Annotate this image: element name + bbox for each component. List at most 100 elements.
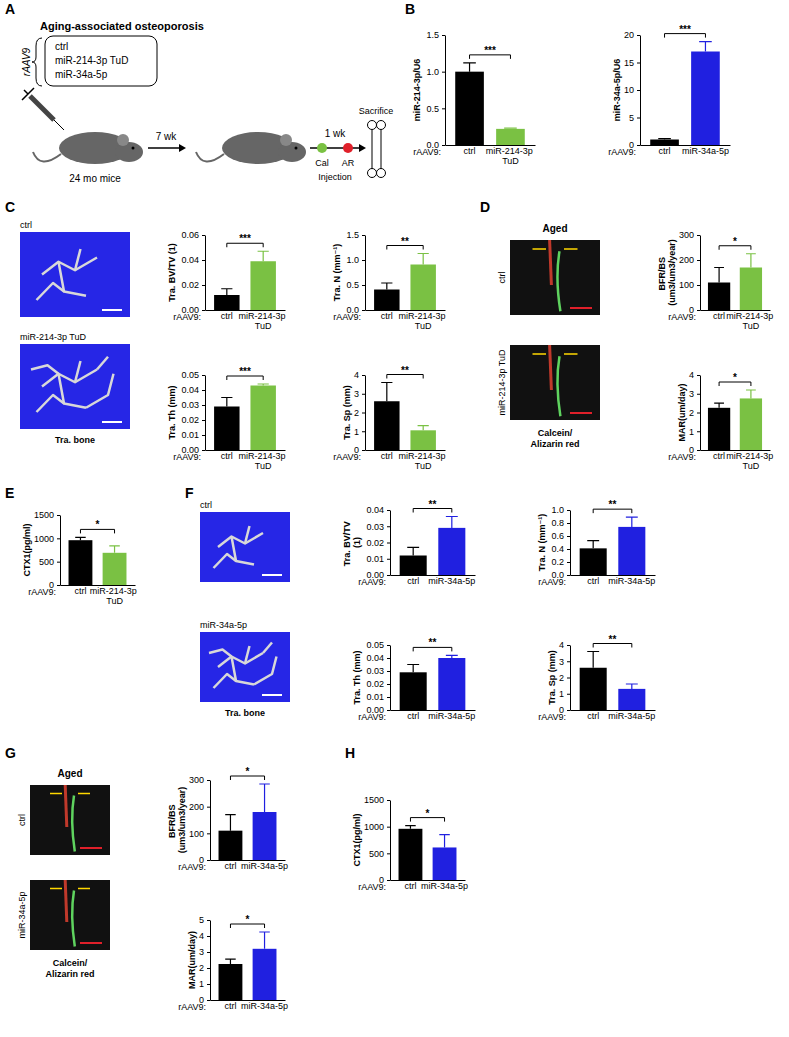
marker-arrow bbox=[50, 793, 90, 795]
y-tick bbox=[387, 526, 390, 527]
interval-label: 7 wk bbox=[156, 131, 178, 142]
significance-label: * bbox=[246, 766, 250, 777]
x-tick-line: TuD bbox=[415, 461, 432, 471]
figure-canvas: ABCDEFGHAging-associated osteoporosisctr… bbox=[0, 0, 789, 1037]
y-tick-label: 15 bbox=[624, 58, 634, 68]
bar bbox=[438, 658, 465, 710]
y-tick-group: 200 bbox=[189, 802, 210, 812]
brace bbox=[32, 38, 42, 86]
figure: ABCDEFGHAging-associated osteoporosisctr… bbox=[0, 0, 789, 1037]
bar bbox=[69, 540, 93, 585]
y-tick-group: 1 bbox=[199, 979, 210, 989]
bone-knob bbox=[368, 121, 377, 130]
significance-label: *** bbox=[679, 24, 691, 35]
x-tick-group: ctrl bbox=[221, 311, 233, 321]
y-tick-label: 200 bbox=[189, 802, 204, 812]
x-tick-line: miR-214-3p bbox=[398, 451, 448, 461]
syringe-body bbox=[30, 96, 54, 120]
y-axis-line bbox=[700, 376, 701, 451]
y-title-line: CTX1(pg/ml) bbox=[352, 813, 362, 866]
y-tick-label: 100 bbox=[189, 829, 204, 839]
y-tick-group: 4 bbox=[199, 931, 210, 941]
image-panel: AgedctrlmiR-214-3p TuDCalcein/Alizarin r… bbox=[497, 223, 600, 449]
x-axis: ctrl miR-214-3p TuD bbox=[366, 451, 448, 472]
y-axis-line bbox=[60, 516, 61, 586]
x-tick-line: miR-34a-5p bbox=[608, 711, 655, 721]
mouse-ear bbox=[117, 134, 129, 146]
x-axis: ctrlmiR-214-3p TuD bbox=[206, 311, 288, 332]
y-axis-title: Tra. Sp (mm) bbox=[342, 385, 352, 440]
trabecula bbox=[75, 249, 81, 270]
x-tick-line: ctrl bbox=[407, 711, 419, 721]
y-axis: 0.00.51.01.5 bbox=[346, 230, 365, 315]
y-axis-line bbox=[205, 236, 206, 311]
bar bbox=[214, 407, 239, 451]
y-tick-label: 2 bbox=[199, 963, 204, 973]
error-bar bbox=[381, 383, 392, 402]
y-axis: 0100200300 bbox=[679, 230, 701, 315]
y-tick bbox=[567, 694, 570, 695]
y-tick-label: 20 bbox=[624, 30, 634, 40]
bar bbox=[580, 668, 607, 710]
bar bbox=[250, 261, 275, 310]
x-tick-line: ctrl bbox=[659, 146, 671, 156]
x-tick-group: miR-34a-5p bbox=[608, 711, 655, 721]
y-tick bbox=[202, 420, 205, 421]
alizarin-dot bbox=[343, 143, 353, 153]
x-tick-label: ctrl bbox=[224, 1001, 236, 1011]
y-tick bbox=[442, 72, 445, 73]
x-tick-group: ctrl bbox=[224, 1001, 236, 1011]
y-tick-group: 100 bbox=[679, 280, 700, 290]
error-bar bbox=[225, 959, 236, 964]
y-tick-group: 1500 bbox=[364, 795, 390, 805]
error-bar bbox=[626, 684, 638, 689]
x-tick-label: ctrl bbox=[381, 451, 393, 461]
y-tick-label: 3 bbox=[199, 947, 204, 957]
x-tick-line: ctrl bbox=[464, 146, 476, 156]
x-tick-line: miR-34a-5p bbox=[421, 881, 468, 891]
y-tick bbox=[362, 375, 365, 376]
error-bar bbox=[439, 835, 450, 848]
significance-label: ** bbox=[609, 634, 617, 645]
y-tick bbox=[362, 450, 365, 451]
error-bar bbox=[504, 128, 517, 130]
trabecula bbox=[218, 533, 263, 547]
mouse-eye bbox=[295, 147, 298, 150]
y-tick-label: 1.0 bbox=[426, 67, 439, 77]
y-tick-label: 0.8 bbox=[551, 518, 564, 528]
bar bbox=[433, 847, 457, 880]
bar bbox=[103, 553, 127, 585]
mouse-head bbox=[278, 142, 306, 162]
y-tick-label: 0.03 bbox=[366, 666, 384, 676]
marks bbox=[374, 383, 436, 451]
image-background bbox=[200, 632, 290, 702]
x-tick-label: ctrl bbox=[713, 451, 725, 461]
y-tick-label: 1.5 bbox=[346, 230, 359, 240]
x-tick-line: miR-34a-5p bbox=[428, 576, 475, 586]
y-tick bbox=[362, 310, 365, 311]
y-axis-title: Tra. Sp (mm) bbox=[547, 650, 557, 705]
y-tick-label: 0.03 bbox=[366, 522, 384, 532]
y-tick bbox=[567, 562, 570, 563]
x-tick-label: ctrl bbox=[713, 311, 725, 321]
y-axis-title: Tra. BV/TV (1) bbox=[342, 519, 362, 567]
y-tick-label: 200 bbox=[679, 255, 694, 265]
y-axis-line bbox=[210, 781, 211, 861]
y-tick-group: 300 bbox=[679, 230, 700, 240]
x-axis-title: rAAV9: bbox=[358, 712, 386, 722]
y-tick-group: 3 bbox=[559, 657, 570, 667]
panel-letter: D bbox=[480, 199, 490, 215]
y-tick-group: 0.03 bbox=[366, 666, 390, 676]
y-tick bbox=[202, 405, 205, 406]
y-tick-label: 1500 bbox=[364, 795, 384, 805]
bar bbox=[708, 408, 730, 450]
y-title-line: BFR/BS bbox=[657, 255, 667, 291]
y-tick-label: 0.02 bbox=[181, 415, 199, 425]
y-tick-group: 0.05 bbox=[181, 370, 205, 380]
y-title-line: Tra. N (mm⁻¹) bbox=[332, 244, 342, 301]
x-tick-group: miR-34a-5p bbox=[608, 576, 655, 586]
error-bar bbox=[587, 652, 599, 668]
marks bbox=[580, 652, 646, 711]
trabecula bbox=[245, 646, 250, 664]
calcein-line bbox=[72, 891, 75, 947]
